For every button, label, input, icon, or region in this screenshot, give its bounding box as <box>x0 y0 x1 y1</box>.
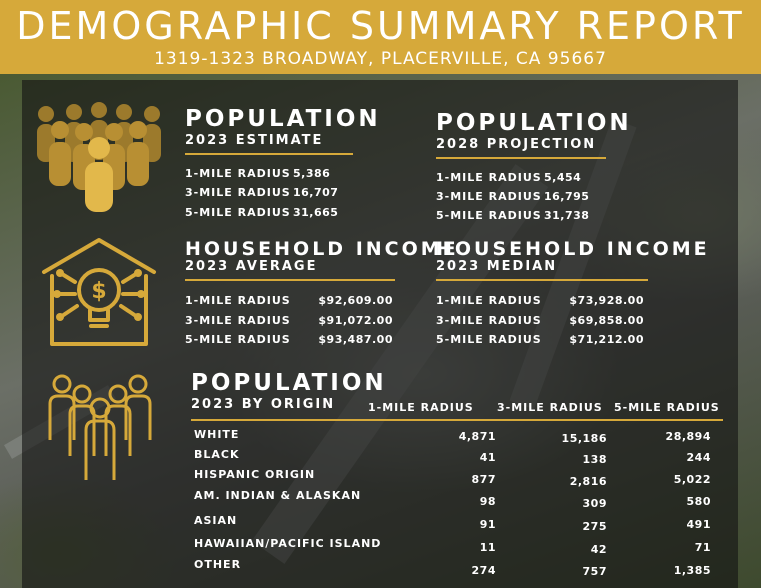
row-label: 1-MILE RADIUS <box>436 171 542 184</box>
origin-value: 491 <box>686 518 711 531</box>
origin-value: 28,894 <box>665 430 711 443</box>
origin-column-header: 5-MILE RADIUS <box>614 401 720 414</box>
crowd-icon <box>37 102 161 212</box>
origin-value: 580 <box>686 495 711 508</box>
row-label: 5-MILE RADIUS <box>185 333 291 346</box>
income-median-subtitle: 2023 MEDIAN <box>436 259 558 274</box>
population-2023-subtitle: 2023 ESTIMATE <box>185 133 324 148</box>
report-title: DEMOGRAPHIC SUMMARY REPORT <box>16 4 745 48</box>
origin-value: 877 <box>471 473 496 486</box>
origin-value: 2,816 <box>569 475 607 488</box>
income-average-title: HOUSEHOLD INCOME <box>185 238 459 260</box>
row-label: 1-MILE RADIUS <box>185 294 291 307</box>
origin-value: 275 <box>582 520 607 533</box>
row-value: 16,707 <box>293 186 339 199</box>
origin-value: 42 <box>590 543 607 556</box>
gold-divider <box>191 419 723 421</box>
row-label: 5-MILE RADIUS <box>436 333 542 346</box>
origin-row-label: BLACK <box>194 448 240 461</box>
origin-row-label: ASIAN <box>194 514 238 527</box>
house-lightbulb-dollar-icon: $ <box>42 238 156 346</box>
row-value: $91,072.00 <box>318 314 393 327</box>
svg-text:$: $ <box>91 279 106 304</box>
origin-column-header: 1-MILE RADIUS <box>368 401 474 414</box>
row-label: 1-MILE RADIUS <box>436 294 542 307</box>
row-value: $73,928.00 <box>569 294 644 307</box>
income-average-subtitle: 2023 AVERAGE <box>185 259 318 274</box>
row-value: 31,665 <box>293 206 339 219</box>
property-address: 1319-1323 BROADWAY, PLACERVILLE, CA 9566… <box>154 49 607 69</box>
report-header: DEMOGRAPHIC SUMMARY REPORT 1319-1323 BRO… <box>0 0 761 74</box>
origin-value: 5,022 <box>673 473 711 486</box>
origin-value: 138 <box>582 453 607 466</box>
origin-column-header: 3-MILE RADIUS <box>497 401 603 414</box>
origin-value: 91 <box>479 518 496 531</box>
people-outline-icon <box>48 374 152 480</box>
origin-value: 1,385 <box>673 564 711 577</box>
row-label: 5-MILE RADIUS <box>436 209 542 222</box>
origin-row-label: WHITE <box>194 428 240 441</box>
gold-divider <box>185 279 395 281</box>
row-value: 5,454 <box>544 171 582 184</box>
population-2028-subtitle: 2028 PROJECTION <box>436 137 597 152</box>
origin-value: 244 <box>686 451 711 464</box>
population-2023-title: POPULATION <box>185 106 381 132</box>
origin-value: 757 <box>582 565 607 578</box>
row-label: 1-MILE RADIUS <box>185 167 291 180</box>
gold-divider <box>436 157 606 159</box>
origin-value: 11 <box>479 541 496 554</box>
origin-value: 309 <box>582 497 607 510</box>
origin-value: 15,186 <box>561 432 607 445</box>
row-label: 3-MILE RADIUS <box>436 190 542 203</box>
origin-value: 98 <box>479 495 496 508</box>
row-label: 5-MILE RADIUS <box>185 206 291 219</box>
row-value: $69,858.00 <box>569 314 644 327</box>
row-label: 3-MILE RADIUS <box>185 314 291 327</box>
origin-row-label: OTHER <box>194 558 242 571</box>
row-value: $92,609.00 <box>318 294 393 307</box>
origin-value: 41 <box>479 451 496 464</box>
origin-row-label: AM. INDIAN & ALASKAN <box>194 489 362 502</box>
gold-divider <box>436 279 648 281</box>
row-value: 5,386 <box>293 167 331 180</box>
row-value: 31,738 <box>544 209 590 222</box>
origin-value: 71 <box>694 541 711 554</box>
population-2028-title: POPULATION <box>436 110 632 136</box>
origin-value: 274 <box>471 564 496 577</box>
row-value: $71,212.00 <box>569 333 644 346</box>
row-value: $93,487.00 <box>318 333 393 346</box>
origin-row-label: HAWAIIAN/PACIFIC ISLAND <box>194 537 382 550</box>
origin-subtitle: 2023 BY ORIGIN <box>191 397 336 412</box>
origin-row-label: HISPANIC ORIGIN <box>194 468 316 481</box>
income-median-title: HOUSEHOLD INCOME <box>436 238 710 260</box>
row-value: 16,795 <box>544 190 590 203</box>
row-label: 3-MILE RADIUS <box>436 314 542 327</box>
row-label: 3-MILE RADIUS <box>185 186 291 199</box>
origin-value: 4,871 <box>458 430 496 443</box>
gold-divider <box>185 153 353 155</box>
origin-title: POPULATION <box>191 370 387 396</box>
